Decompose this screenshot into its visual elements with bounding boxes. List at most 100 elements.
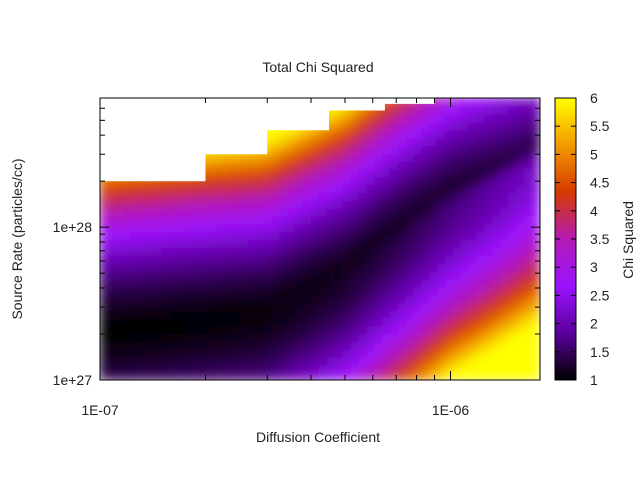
heatmap-cell bbox=[177, 253, 188, 264]
heatmap-cell bbox=[531, 175, 540, 186]
heatmap-cell bbox=[515, 144, 526, 154]
heatmap-cell bbox=[491, 183, 502, 193]
heatmap-cell bbox=[389, 363, 400, 374]
heatmap-cell bbox=[499, 104, 510, 115]
heatmap-cell bbox=[389, 151, 400, 162]
heatmap-cell bbox=[444, 144, 455, 154]
heatmap-cell bbox=[397, 206, 408, 217]
heatmap-cell bbox=[201, 277, 211, 287]
heatmap-cell bbox=[421, 332, 431, 342]
heatmap-cell bbox=[531, 269, 540, 280]
heatmap-cell bbox=[319, 222, 329, 233]
heatmap-cell bbox=[444, 332, 455, 342]
heatmap-cell bbox=[216, 308, 227, 319]
heatmap-cell bbox=[114, 339, 125, 350]
heatmap-cell bbox=[256, 332, 266, 342]
heatmap-cell bbox=[138, 300, 149, 311]
heatmap-cell bbox=[515, 363, 526, 374]
heatmap-cell bbox=[491, 363, 502, 374]
heatmap-cell bbox=[319, 245, 329, 256]
heatmap-cell bbox=[122, 332, 133, 342]
heatmap-cell bbox=[444, 222, 455, 233]
heatmap-cell bbox=[287, 245, 298, 256]
heatmap-cell bbox=[366, 151, 376, 162]
heatmap-cell bbox=[201, 332, 211, 342]
heatmap-cell bbox=[342, 214, 353, 225]
heatmap-cell bbox=[436, 269, 447, 280]
heatmap-cell bbox=[185, 222, 196, 233]
heatmap-cell bbox=[295, 183, 306, 193]
heatmap-cell bbox=[358, 347, 369, 358]
heatmap-cell bbox=[429, 144, 439, 154]
heatmap-cell bbox=[405, 222, 416, 233]
heatmap-cell bbox=[452, 230, 463, 240]
heatmap-cell bbox=[484, 104, 494, 115]
heatmap-cell bbox=[405, 175, 416, 186]
heatmap-cell bbox=[295, 371, 306, 380]
heatmap-cell bbox=[271, 128, 282, 139]
heatmap-cell bbox=[421, 285, 431, 295]
heatmap-cell bbox=[491, 222, 502, 233]
heatmap-cell bbox=[342, 300, 353, 311]
heatmap-cell bbox=[232, 230, 243, 240]
heatmap-cell bbox=[476, 230, 486, 240]
heatmap-cell bbox=[319, 292, 329, 303]
heatmap-cell bbox=[193, 308, 204, 319]
heatmap-cell bbox=[130, 214, 141, 225]
heatmap-cell bbox=[122, 277, 133, 287]
heatmap-cell bbox=[271, 191, 282, 201]
heatmap-cell bbox=[303, 324, 314, 334]
heatmap-cell bbox=[460, 98, 471, 107]
heatmap-cell bbox=[224, 324, 235, 334]
heatmap-cell bbox=[319, 136, 329, 146]
heatmap-cell bbox=[146, 300, 156, 311]
heatmap-cell bbox=[499, 175, 510, 186]
heatmap-cell bbox=[436, 308, 447, 319]
heatmap-cell bbox=[421, 128, 431, 139]
heatmap-cell bbox=[499, 355, 510, 366]
heatmap-cell bbox=[216, 347, 227, 358]
heatmap-cell bbox=[515, 292, 526, 303]
heatmap-cell bbox=[507, 347, 518, 358]
heatmap-cell bbox=[342, 198, 353, 209]
heatmap-cell bbox=[531, 104, 540, 115]
heatmap-cell bbox=[287, 183, 298, 193]
heatmap-cell bbox=[523, 183, 534, 193]
heatmap-cell bbox=[248, 355, 259, 366]
heatmap-cell bbox=[421, 167, 431, 178]
heatmap-cell bbox=[193, 285, 204, 295]
heatmap-cell bbox=[216, 261, 227, 272]
heatmap-cell bbox=[507, 371, 518, 380]
heatmap-cell bbox=[460, 292, 471, 303]
heatmap-cell bbox=[358, 355, 369, 366]
heatmap-cell bbox=[397, 136, 408, 146]
heatmap-cell bbox=[130, 198, 141, 209]
heatmap-cell bbox=[326, 277, 337, 287]
heatmap-cell bbox=[397, 120, 408, 131]
heatmap-cell bbox=[114, 300, 125, 311]
heatmap-cell bbox=[248, 175, 259, 186]
heatmap-cell bbox=[130, 183, 141, 193]
heatmap-cell bbox=[264, 285, 274, 295]
heatmap-cell bbox=[507, 175, 518, 186]
heatmap-cell bbox=[122, 292, 133, 303]
heatmap-cell bbox=[271, 261, 282, 272]
heatmap-cell bbox=[177, 238, 188, 248]
heatmap-cell bbox=[209, 245, 219, 256]
heatmap-cell bbox=[531, 261, 540, 272]
heatmap-cell bbox=[531, 214, 540, 225]
heatmap-cell bbox=[264, 230, 274, 240]
colorbar-tick-label: 1 bbox=[590, 372, 598, 388]
heatmap-cell bbox=[106, 371, 117, 380]
heatmap-cell bbox=[358, 308, 369, 319]
heatmap-cell bbox=[303, 292, 314, 303]
heatmap-cell bbox=[185, 198, 196, 209]
heatmap-cell bbox=[326, 261, 337, 272]
heatmap-cell bbox=[287, 238, 298, 248]
heatmap-cell bbox=[342, 191, 353, 201]
heatmap-cell bbox=[240, 308, 251, 319]
heatmap-cell bbox=[421, 214, 431, 225]
heatmap-cell bbox=[358, 285, 369, 295]
heatmap-cell bbox=[468, 98, 479, 107]
heatmap-cell bbox=[295, 230, 306, 240]
